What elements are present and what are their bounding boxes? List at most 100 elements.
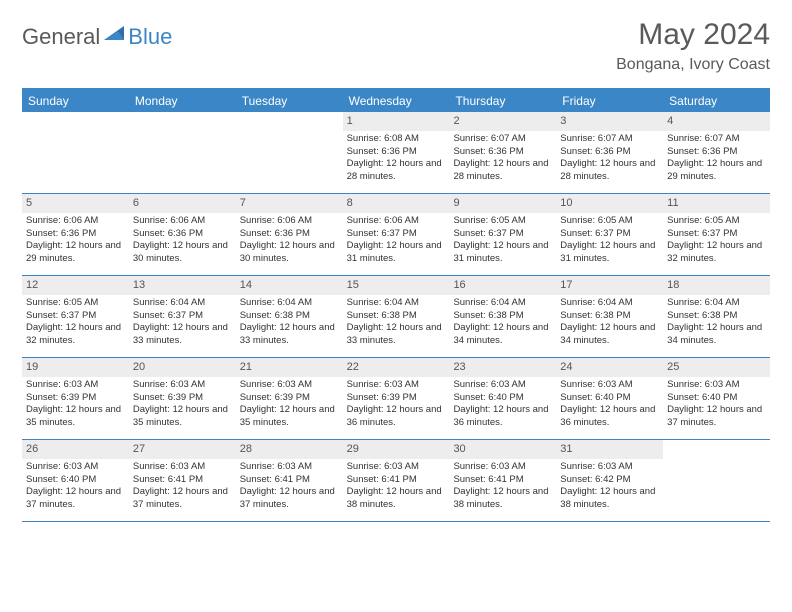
- day-info-line: Daylight: 12 hours and 35 minutes.: [240, 404, 339, 430]
- day-info-line: Daylight: 12 hours and 36 minutes.: [347, 404, 446, 430]
- day-number: 30: [449, 440, 556, 459]
- day-info-line: Sunrise: 6:03 AM: [240, 461, 339, 474]
- logo: General Blue: [22, 24, 172, 50]
- title-block: May 2024 Bongana, Ivory Coast: [616, 18, 770, 74]
- day-header: Thursday: [449, 90, 556, 112]
- day-cell: 8Sunrise: 6:06 AMSunset: 6:37 PMDaylight…: [343, 194, 450, 275]
- day-body: Sunrise: 6:03 AMSunset: 6:40 PMDaylight:…: [449, 377, 556, 434]
- day-info-line: Sunrise: 6:04 AM: [453, 297, 552, 310]
- day-info-line: Sunrise: 6:05 AM: [560, 215, 659, 228]
- day-info-line: Sunrise: 6:03 AM: [347, 461, 446, 474]
- day-body: Sunrise: 6:05 AMSunset: 6:37 PMDaylight:…: [22, 295, 129, 352]
- day-info-line: Sunset: 6:39 PM: [26, 392, 125, 405]
- week-row: 26Sunrise: 6:03 AMSunset: 6:40 PMDayligh…: [22, 440, 770, 522]
- day-number: 3: [556, 112, 663, 131]
- day-number: 13: [129, 276, 236, 295]
- day-cell: 1Sunrise: 6:08 AMSunset: 6:36 PMDaylight…: [343, 112, 450, 193]
- day-info-line: Sunset: 6:38 PM: [667, 310, 766, 323]
- day-cell: 31Sunrise: 6:03 AMSunset: 6:42 PMDayligh…: [556, 440, 663, 521]
- weeks-container: 1Sunrise: 6:08 AMSunset: 6:36 PMDaylight…: [22, 112, 770, 522]
- day-cell: [22, 112, 129, 193]
- day-body: Sunrise: 6:06 AMSunset: 6:36 PMDaylight:…: [22, 213, 129, 270]
- day-number: 28: [236, 440, 343, 459]
- day-number: 31: [556, 440, 663, 459]
- day-info-line: Sunrise: 6:08 AM: [347, 133, 446, 146]
- day-number: 20: [129, 358, 236, 377]
- day-cell: 21Sunrise: 6:03 AMSunset: 6:39 PMDayligh…: [236, 358, 343, 439]
- week-row: 12Sunrise: 6:05 AMSunset: 6:37 PMDayligh…: [22, 276, 770, 358]
- day-info-line: Sunset: 6:36 PM: [240, 228, 339, 241]
- day-cell: 27Sunrise: 6:03 AMSunset: 6:41 PMDayligh…: [129, 440, 236, 521]
- day-info-line: Sunset: 6:40 PM: [26, 474, 125, 487]
- day-info-line: Sunset: 6:41 PM: [453, 474, 552, 487]
- day-cell: 9 Sunrise: 6:05 AMSunset: 6:37 PMDaylight…: [449, 194, 556, 275]
- day-info-line: Daylight: 12 hours and 35 minutes.: [133, 404, 232, 430]
- calendar-grid: SundayMondayTuesdayWednesdayThursdayFrid…: [22, 88, 770, 522]
- day-number: 26: [22, 440, 129, 459]
- day-info-line: Sunset: 6:36 PM: [26, 228, 125, 241]
- day-number: 17: [556, 276, 663, 295]
- day-info-line: Daylight: 12 hours and 34 minutes.: [453, 322, 552, 348]
- day-info-line: Daylight: 12 hours and 37 minutes.: [26, 486, 125, 512]
- day-body: Sunrise: 6:05 AMSunset: 6:37 PMDaylight:…: [556, 213, 663, 270]
- day-info-line: Sunset: 6:39 PM: [133, 392, 232, 405]
- day-body: Sunrise: 6:06 AMSunset: 6:36 PMDaylight:…: [129, 213, 236, 270]
- day-info-line: Sunset: 6:37 PM: [453, 228, 552, 241]
- day-info-line: Sunrise: 6:04 AM: [560, 297, 659, 310]
- day-info-line: Sunrise: 6:05 AM: [453, 215, 552, 228]
- day-info-line: Sunset: 6:37 PM: [667, 228, 766, 241]
- location-label: Bongana, Ivory Coast: [616, 56, 770, 74]
- day-body: Sunrise: 6:04 AMSunset: 6:38 PMDaylight:…: [663, 295, 770, 352]
- day-body: Sunrise: 6:06 AMSunset: 6:36 PMDaylight:…: [236, 213, 343, 270]
- day-info-line: Daylight: 12 hours and 36 minutes.: [453, 404, 552, 430]
- day-body: Sunrise: 6:06 AMSunset: 6:37 PMDaylight:…: [343, 213, 450, 270]
- day-info-line: Daylight: 12 hours and 33 minutes.: [347, 322, 446, 348]
- day-body: Sunrise: 6:03 AMSunset: 6:39 PMDaylight:…: [129, 377, 236, 434]
- day-body: Sunrise: 6:03 AMSunset: 6:40 PMDaylight:…: [22, 459, 129, 516]
- day-info-line: Sunset: 6:36 PM: [667, 146, 766, 159]
- week-row: 1Sunrise: 6:08 AMSunset: 6:36 PMDaylight…: [22, 112, 770, 194]
- day-number: 14: [236, 276, 343, 295]
- day-info-line: Sunset: 6:38 PM: [560, 310, 659, 323]
- day-info-line: Sunrise: 6:07 AM: [560, 133, 659, 146]
- day-info-line: Sunset: 6:36 PM: [133, 228, 232, 241]
- day-body: Sunrise: 6:03 AMSunset: 6:39 PMDaylight:…: [343, 377, 450, 434]
- day-info-line: Sunrise: 6:04 AM: [133, 297, 232, 310]
- day-info-line: Sunrise: 6:03 AM: [240, 379, 339, 392]
- day-number: 29: [343, 440, 450, 459]
- day-cell: 30Sunrise: 6:03 AMSunset: 6:41 PMDayligh…: [449, 440, 556, 521]
- logo-text-general: General: [22, 24, 100, 50]
- day-body: Sunrise: 6:05 AMSunset: 6:37 PMDaylight:…: [663, 213, 770, 270]
- day-info-line: Sunset: 6:36 PM: [560, 146, 659, 159]
- day-cell: 4Sunrise: 6:07 AMSunset: 6:36 PMDaylight…: [663, 112, 770, 193]
- day-number: 6: [129, 194, 236, 213]
- day-header: Monday: [129, 90, 236, 112]
- day-info-line: Daylight: 12 hours and 35 minutes.: [26, 404, 125, 430]
- logo-text-blue: Blue: [128, 24, 172, 50]
- day-info-line: Daylight: 12 hours and 38 minutes.: [347, 486, 446, 512]
- day-info-line: Sunset: 6:40 PM: [667, 392, 766, 405]
- day-cell: [663, 440, 770, 521]
- day-header: Friday: [556, 90, 663, 112]
- day-number: 15: [343, 276, 450, 295]
- day-info-line: Sunset: 6:42 PM: [560, 474, 659, 487]
- day-info-line: Daylight: 12 hours and 33 minutes.: [240, 322, 339, 348]
- day-info-line: Sunset: 6:41 PM: [240, 474, 339, 487]
- day-info-line: Daylight: 12 hours and 32 minutes.: [667, 240, 766, 266]
- day-info-line: Daylight: 12 hours and 31 minutes.: [453, 240, 552, 266]
- day-body: Sunrise: 6:04 AMSunset: 6:38 PMDaylight:…: [556, 295, 663, 352]
- day-info-line: Sunrise: 6:05 AM: [26, 297, 125, 310]
- day-info-line: Sunset: 6:38 PM: [240, 310, 339, 323]
- day-info-line: Sunset: 6:36 PM: [347, 146, 446, 159]
- day-info-line: Sunrise: 6:03 AM: [26, 379, 125, 392]
- day-info-line: Daylight: 12 hours and 38 minutes.: [560, 486, 659, 512]
- day-header: Wednesday: [343, 90, 450, 112]
- day-info-line: Sunset: 6:37 PM: [133, 310, 232, 323]
- day-info-line: Daylight: 12 hours and 37 minutes.: [133, 486, 232, 512]
- day-number: 9: [449, 194, 556, 213]
- day-body: Sunrise: 6:04 AMSunset: 6:38 PMDaylight:…: [236, 295, 343, 352]
- day-info-line: Sunset: 6:38 PM: [453, 310, 552, 323]
- day-body: Sunrise: 6:03 AMSunset: 6:41 PMDaylight:…: [236, 459, 343, 516]
- day-info-line: Daylight: 12 hours and 29 minutes.: [26, 240, 125, 266]
- day-info-line: Sunset: 6:36 PM: [453, 146, 552, 159]
